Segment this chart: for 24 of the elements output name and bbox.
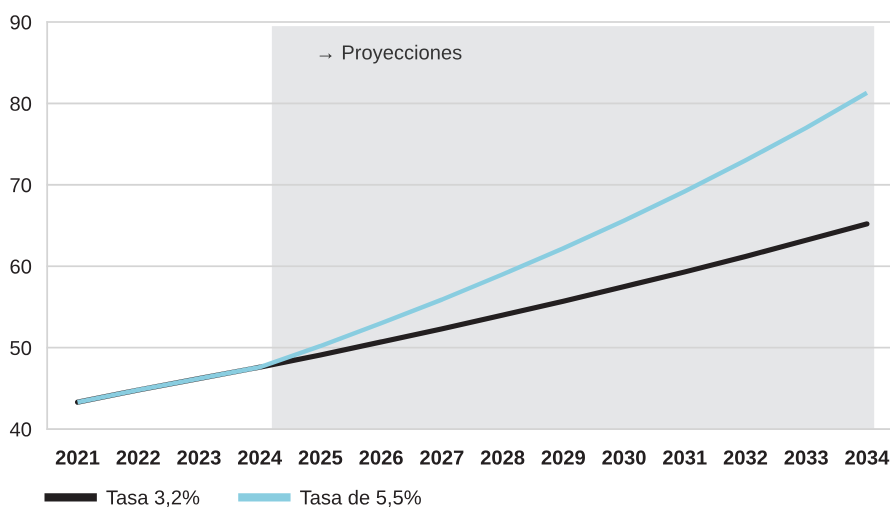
y-tick-label: 40 — [10, 422, 32, 437]
y-tick-label: 50 — [10, 340, 32, 356]
y-tick-label: 60 — [10, 259, 32, 274]
x-tick-label: 2030 — [602, 450, 646, 465]
x-tick-label: 2025 — [298, 450, 342, 465]
y-tick-label: 70 — [10, 178, 32, 192]
line-series — [75, 90, 870, 404]
x-tick-label: 2033 — [784, 450, 828, 465]
x-tick-label: 2034 — [845, 450, 890, 465]
x-tick-label: 2031 — [663, 450, 707, 465]
x-tick-label: 2021 — [56, 450, 100, 465]
legend-label: Tasa de 5,5% — [300, 490, 421, 507]
y-tick-label: 90 — [10, 15, 32, 30]
x-tick-label: 2024 — [238, 450, 282, 465]
band-label: → Proyecciones — [320, 44, 462, 64]
x-tick-label: 2023 — [177, 450, 221, 465]
x-tick-label: 2028 — [480, 450, 524, 465]
x-tick-label: 2029 — [542, 450, 585, 465]
x-tick-label: 2026 — [359, 450, 403, 465]
x-tick-label: 2022 — [116, 450, 160, 465]
y-tick-label: 80 — [10, 96, 32, 111]
legend-label: Tasa 3,2% — [106, 490, 200, 507]
x-tick-label: 2027 — [420, 450, 464, 465]
x-tick-label: 2032 — [724, 450, 768, 465]
